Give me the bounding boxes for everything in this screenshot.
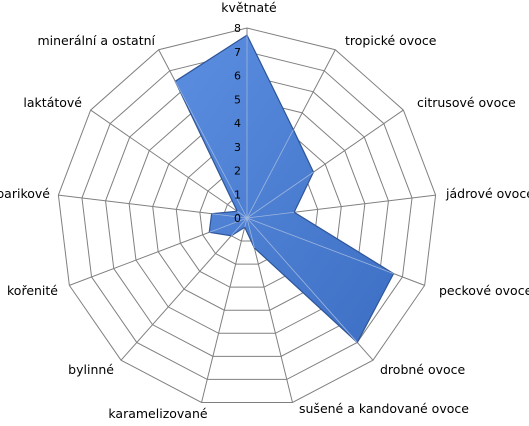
category-label-8: bylinné [68, 362, 114, 377]
radar-tick-labels: 0 1 2 3 4 5 6 7 8 [234, 22, 241, 225]
category-label-7: karamelizované [108, 406, 207, 421]
grid-spoke [121, 218, 247, 360]
tick-label: 0 [234, 212, 241, 225]
category-label-4: peckové ovoce [439, 283, 529, 298]
tick-label: 1 [234, 188, 241, 201]
tick-label: 6 [234, 70, 241, 83]
category-label-3: jádrové ovoce [445, 186, 529, 201]
category-label-1: tropické ovoce [345, 33, 437, 48]
tick-label: 7 [234, 46, 241, 59]
tick-label: 3 [234, 141, 241, 154]
category-label-9: kořenité [7, 283, 58, 298]
category-label-10: barikové [0, 186, 50, 201]
category-label-11: laktátové [23, 95, 82, 110]
category-label-5: drobné ovoce [380, 362, 466, 377]
radar-series [175, 35, 393, 342]
tick-label: 2 [234, 165, 241, 178]
category-label-0: květnaté [221, 0, 277, 15]
category-label-2: citrusové ovoce [417, 95, 516, 110]
tick-label: 8 [234, 22, 241, 35]
category-label-6: sušené a kandované ovoce [299, 401, 469, 416]
tick-label: 4 [234, 117, 241, 130]
category-label-12: minerální a ostatní [37, 33, 155, 48]
series-area [175, 35, 393, 342]
tick-label: 5 [234, 93, 241, 106]
